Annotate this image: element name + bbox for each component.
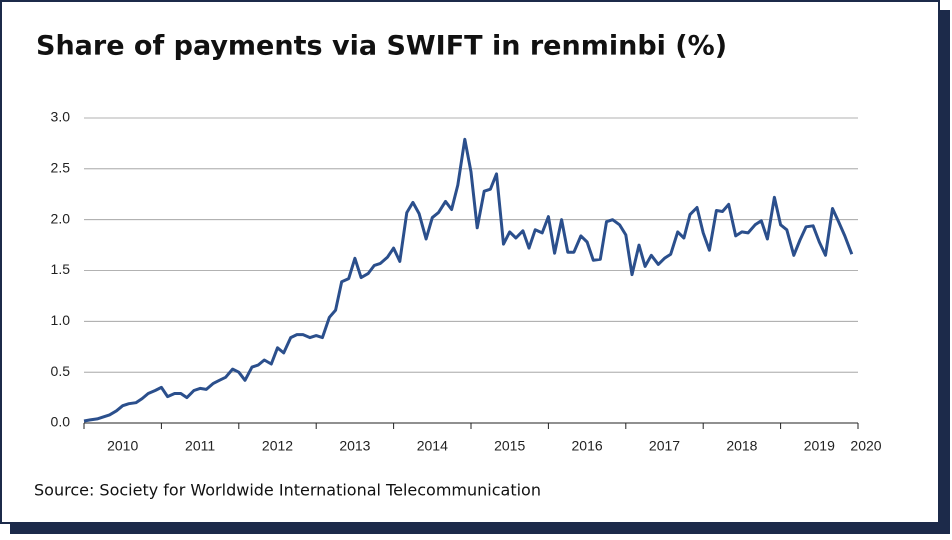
x-tick-label: 2016 bbox=[572, 438, 603, 454]
source: Source: Society for Worldwide Internatio… bbox=[34, 481, 541, 500]
card bbox=[0, 0, 940, 524]
y-tick-label: 0.0 bbox=[51, 414, 71, 430]
x-tick-label: 2015 bbox=[494, 438, 525, 454]
x-tick-label: 2010 bbox=[107, 438, 138, 454]
y-tick-label: 1.0 bbox=[51, 312, 71, 328]
y-tick-label: 1.5 bbox=[51, 261, 71, 277]
y-tick-label: 3.0 bbox=[51, 109, 71, 125]
x-tick-label: 2011 bbox=[185, 438, 215, 454]
x-tick-label: 2017 bbox=[649, 438, 680, 454]
y-tick-label: 2.5 bbox=[51, 160, 71, 176]
chart-title: Share of payments via SWIFT in renminbi … bbox=[36, 31, 727, 62]
x-tick-label: 2013 bbox=[339, 438, 370, 454]
x-tick-label: 2020 bbox=[850, 438, 881, 454]
x-tick-label: 2012 bbox=[262, 438, 293, 454]
x-tick-label: 2018 bbox=[726, 438, 757, 454]
x-tick-label: 2019 bbox=[804, 438, 835, 454]
x-tick-label: 2014 bbox=[417, 438, 448, 454]
y-tick-label: 2.0 bbox=[51, 210, 71, 226]
data-line bbox=[83, 137, 854, 423]
y-tick-label: 0.5 bbox=[51, 363, 71, 379]
